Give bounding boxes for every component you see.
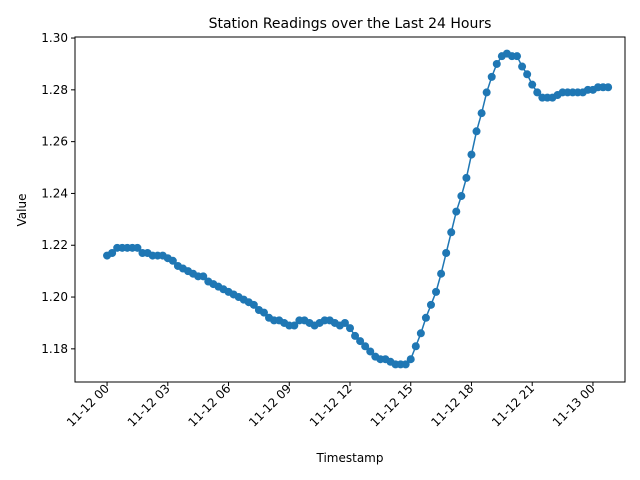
data-point (108, 249, 117, 258)
data-point (523, 70, 532, 79)
y-tick-label: 1.20 (41, 290, 68, 304)
data-point (457, 192, 466, 201)
data-point (361, 342, 370, 351)
data-point (416, 329, 425, 338)
data-point (168, 256, 177, 265)
data-point (340, 318, 349, 327)
data-point (366, 347, 375, 356)
data-point (467, 150, 476, 159)
data-point (411, 342, 420, 351)
data-point (199, 272, 208, 281)
data-point (462, 173, 471, 182)
data-point (290, 321, 299, 330)
data-point (447, 228, 456, 237)
data-point (442, 249, 451, 258)
y-axis: 1.18 1.20 1.22 1.24 1.26 1.28 1.30 (41, 31, 75, 356)
data-point (249, 300, 258, 309)
x-axis-label: Timestamp (316, 451, 384, 465)
data-point (487, 72, 496, 81)
data-point (528, 80, 537, 89)
y-tick-label: 1.26 (41, 135, 68, 149)
data-point (472, 127, 481, 136)
y-tick-label: 1.28 (41, 83, 68, 97)
data-point (452, 207, 461, 216)
data-point (482, 88, 491, 97)
data-point (492, 59, 501, 68)
y-tick-label: 1.24 (41, 186, 68, 200)
y-tick-label: 1.22 (41, 238, 68, 252)
data-point (432, 287, 441, 296)
y-tick-label: 1.30 (41, 31, 68, 45)
data-point (356, 337, 365, 346)
data-point (406, 355, 415, 364)
data-point (437, 269, 446, 278)
chart-title: Station Readings over the Last 24 Hours (209, 16, 492, 32)
data-point (346, 324, 354, 333)
data-point (133, 243, 142, 252)
series-markers (103, 49, 613, 369)
data-point (401, 360, 410, 369)
data-point (533, 88, 542, 97)
data-point (426, 300, 435, 309)
data-point (351, 331, 360, 340)
data-point (604, 83, 613, 92)
data-point (477, 109, 486, 118)
data-point (513, 52, 522, 61)
y-axis-label: Value (15, 194, 29, 227)
y-tick-label: 1.18 (41, 342, 68, 356)
data-point (518, 62, 527, 71)
data-point (421, 313, 430, 322)
data-point (259, 308, 268, 317)
